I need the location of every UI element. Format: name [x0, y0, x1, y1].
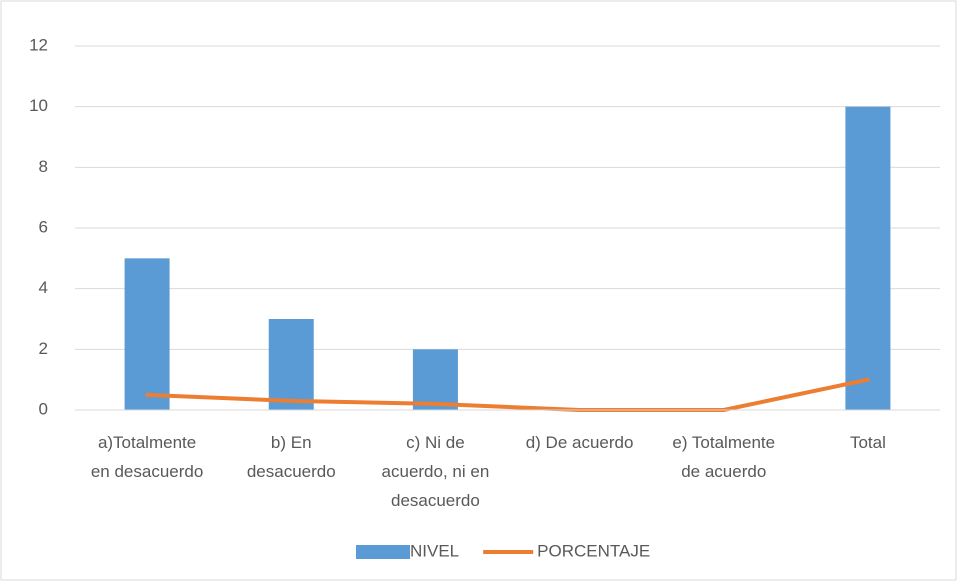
- x-tick-label-line: b) En: [271, 433, 312, 452]
- bar: [268, 319, 314, 410]
- x-tick-label-line: Total: [850, 433, 886, 452]
- x-tick-label-line: acuerdo, ni en: [382, 462, 490, 481]
- x-tick-label-line: e) Totalmente: [672, 433, 775, 452]
- legend-swatch: [356, 545, 410, 559]
- y-tick-label: 2: [39, 339, 48, 358]
- legend-label: NIVEL: [410, 541, 459, 560]
- x-tick-label: e) Totalmente de acuerdo: [672, 433, 775, 481]
- y-tick-label: 8: [39, 157, 48, 176]
- y-tick-label: 4: [39, 278, 48, 297]
- y-tick-label: 12: [29, 35, 48, 54]
- bar: [845, 106, 891, 411]
- x-tick-label: b) En desacuerdo: [247, 433, 336, 481]
- x-tick-label-line: d) De acuerdo: [526, 433, 634, 452]
- x-tick-label-line: de acuerdo: [681, 462, 766, 481]
- x-tick-label-line: desacuerdo: [247, 462, 336, 481]
- x-tick-label: d) De acuerdo: [526, 433, 634, 452]
- x-tick-label: a)Totalmente en desacuerdo: [91, 433, 203, 481]
- x-tick-label-line: a)Totalmente: [98, 433, 196, 452]
- bar: [124, 258, 170, 410]
- legend-label: PORCENTAJE: [537, 541, 650, 560]
- y-tick-label: 10: [29, 96, 48, 115]
- y-tick-label: 6: [39, 217, 48, 236]
- x-tick-label-line: en desacuerdo: [91, 462, 203, 481]
- line: [145, 377, 870, 412]
- x-tick-label-line: c) Ni de: [406, 433, 465, 452]
- bar: [412, 349, 458, 410]
- x-tick-label: Total: [850, 433, 886, 452]
- x-tick-label-line: desacuerdo: [391, 491, 480, 510]
- y-tick-label: 0: [39, 399, 48, 418]
- x-tick-label: c) Ni de acuerdo, ni en desacuerdo: [382, 433, 490, 510]
